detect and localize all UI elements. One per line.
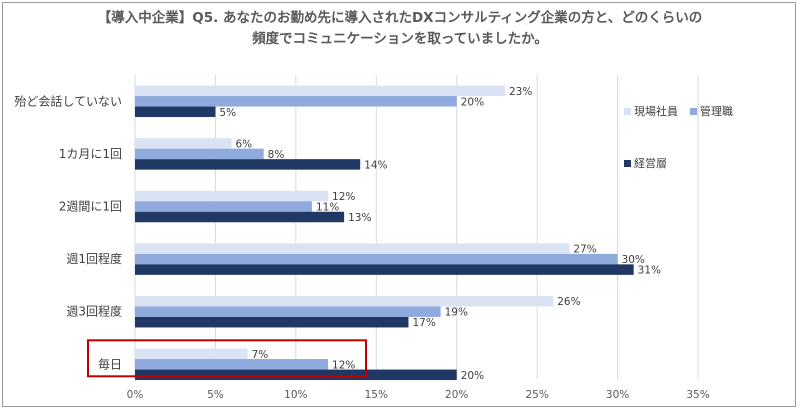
x-tick-label: 10% [284, 389, 307, 401]
data-label: 30% [622, 254, 645, 266]
bar [135, 264, 634, 275]
data-label: 23% [509, 86, 532, 98]
legend-swatch [624, 160, 631, 167]
bar [135, 253, 618, 265]
legend-swatch [624, 108, 631, 115]
category-label: 毎日 [98, 356, 122, 371]
bar [135, 148, 264, 160]
bar [135, 243, 570, 254]
bar [135, 190, 329, 202]
highlight-box [87, 339, 367, 378]
category-label: 2週間に1回 [59, 200, 122, 214]
bar [135, 159, 361, 170]
data-label: 31% [638, 265, 661, 277]
bar [135, 369, 457, 381]
category-label: 1カ月に1回 [59, 147, 122, 161]
data-label: 6% [236, 138, 253, 150]
bar [135, 85, 505, 97]
data-label: 11% [316, 202, 339, 214]
bar [135, 211, 345, 223]
data-label: 26% [557, 296, 580, 308]
bar [135, 106, 216, 118]
x-tick-label: 0% [127, 389, 144, 401]
data-label: 20% [461, 96, 484, 108]
x-tick-label: 30% [606, 389, 629, 401]
legend-swatch [690, 108, 697, 115]
data-label: 7% [252, 349, 269, 361]
data-label: 5% [219, 107, 236, 119]
bar [135, 348, 248, 360]
data-label: 14% [364, 159, 387, 171]
data-label: 27% [573, 244, 596, 256]
x-tick-label: 5% [207, 389, 224, 401]
data-label: 13% [348, 212, 371, 224]
data-label: 20% [461, 370, 484, 382]
legend-label: 経営層 [634, 156, 667, 170]
bar [135, 201, 312, 212]
x-tick-label: 20% [445, 389, 468, 401]
bar [135, 306, 441, 317]
category-label: 週1回程度 [66, 251, 122, 266]
bar [135, 295, 554, 307]
bar [135, 96, 457, 107]
bar [135, 359, 329, 370]
data-label: 8% [268, 149, 285, 161]
bar [135, 316, 409, 328]
data-label: 12% [332, 359, 355, 371]
category-label: 殆ど会話していない [14, 93, 122, 108]
x-tick-label: 15% [365, 389, 388, 401]
category-label: 週3回程度 [66, 304, 122, 319]
x-tick-label: 25% [525, 389, 548, 401]
legend-label: 現場社員 [634, 104, 678, 118]
chart-title: 【導入中企業】Q5. あなたのお勤め先に導入されたDXコンサルティング企業の方と… [0, 8, 800, 50]
bar [135, 138, 232, 149]
x-tick-label: 35% [686, 389, 709, 401]
legend-label: 管理職 [700, 104, 733, 118]
data-label: 19% [445, 307, 468, 319]
chart-title-line2: 頻度でコミュニケーションを取っていましたか。 [252, 31, 548, 47]
chart-title-line1: 【導入中企業】Q5. あなたのお勤め先に導入されたDXコンサルティング企業の方と… [97, 10, 703, 26]
data-label: 17% [412, 317, 435, 329]
data-label: 12% [332, 191, 355, 203]
